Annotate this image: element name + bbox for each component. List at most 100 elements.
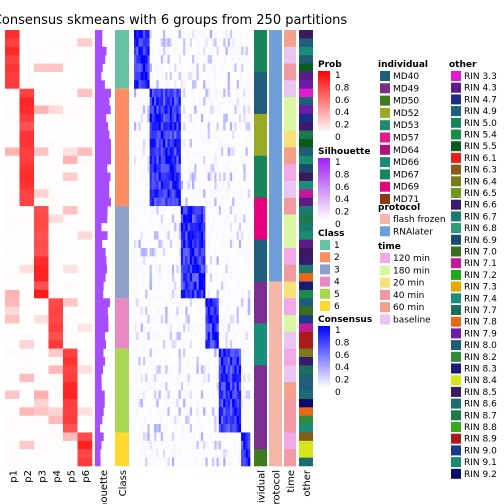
consensus-cell: [176, 298, 179, 307]
consensus-cell: [205, 164, 208, 173]
consensus-cell: [145, 248, 148, 257]
consensus-cell: [223, 440, 226, 450]
consensus-cell: [165, 424, 168, 433]
legend-tick-label: 0: [335, 133, 341, 143]
consensus-cell: [236, 122, 240, 131]
consensus-cell: [216, 105, 220, 115]
consensus-cell: [243, 407, 246, 416]
consensus-cell: [227, 323, 231, 333]
consensus-cell: [145, 147, 148, 157]
consensus-cell: [136, 289, 139, 299]
consensus-cell: [169, 80, 173, 89]
consensus-cell: [229, 80, 233, 89]
consensus-cell: [209, 398, 213, 408]
consensus-cell: [156, 38, 159, 48]
membership-cell: [77, 122, 93, 131]
individual-cell: [254, 97, 267, 106]
consensus-cell: [185, 88, 188, 98]
membership-cell: [48, 97, 64, 106]
consensus-matrix: [134, 30, 251, 467]
consensus-cell: [160, 38, 164, 48]
consensus-cell: [236, 231, 240, 240]
consensus-cell: [160, 71, 164, 81]
membership-cell: [48, 382, 64, 391]
consensus-cell: [214, 256, 217, 266]
consensus-cell: [171, 440, 175, 450]
consensus-cell: [189, 357, 193, 366]
consensus-cell: [223, 407, 226, 416]
membership-cell: [19, 340, 35, 349]
column-labels: p1 p2 p3 p4 p5 p6 Silhouette Class individual pro…: [8, 469, 313, 504]
consensus-cell: [238, 382, 242, 391]
consensus-cell: [134, 97, 137, 106]
consensus-cell: [225, 164, 228, 173]
consensus-cell: [203, 432, 206, 442]
consensus-cell: [205, 239, 208, 249]
consensus-cell: [167, 172, 170, 182]
membership-cell: [77, 340, 93, 349]
consensus-cell: [247, 440, 251, 450]
consensus-cell: [140, 206, 144, 215]
consensus-cell: [221, 365, 224, 375]
consensus-cell: [156, 365, 159, 375]
time-cell: [284, 357, 296, 366]
consensus-cell: [218, 407, 222, 416]
other-cell: [299, 97, 313, 106]
legend-swatch: [380, 226, 390, 237]
consensus-cell: [243, 239, 246, 249]
consensus-cell: [205, 130, 208, 140]
consensus-cell: [163, 155, 166, 165]
consensus-cell: [203, 398, 206, 408]
consensus-cell: [183, 273, 186, 282]
consensus-cell: [142, 415, 146, 425]
legend-label: RIN 8.0: [464, 341, 497, 351]
legend-label: baseline: [393, 316, 431, 326]
membership-cell: [34, 155, 49, 165]
consensus-cell: [176, 214, 179, 224]
consensus-cell: [147, 71, 150, 81]
consensus-cell: [140, 248, 144, 257]
consensus-cell: [174, 323, 177, 333]
consensus-cell: [247, 180, 251, 190]
consensus-cell: [147, 315, 150, 324]
consensus-cell: [205, 46, 208, 56]
consensus-cell: [136, 365, 139, 375]
consensus-cell: [194, 88, 197, 98]
class-block: [115, 206, 129, 299]
consensus-cell: [138, 130, 141, 140]
consensus-cell: [225, 281, 228, 291]
consensus-cell: [154, 390, 157, 400]
consensus-cell: [178, 273, 182, 282]
consensus-cell: [200, 323, 204, 333]
consensus-cell: [232, 348, 235, 358]
protocol-cell: [269, 206, 282, 215]
consensus-cell: [142, 155, 146, 165]
consensus-cell: [154, 298, 157, 307]
membership-cell: [63, 71, 78, 81]
consensus-cell: [234, 365, 237, 375]
consensus-cell: [198, 289, 202, 299]
consensus-cell: [140, 122, 144, 131]
consensus-cell: [245, 46, 249, 56]
consensus-cell: [171, 97, 175, 106]
consensus-cell: [142, 398, 146, 408]
consensus-cell: [203, 46, 206, 56]
other-cell: [299, 457, 313, 467]
consensus-cell: [229, 382, 233, 391]
consensus-cell: [140, 46, 144, 56]
consensus-cell: [236, 457, 240, 467]
consensus-cell: [185, 46, 188, 56]
consensus-cell: [196, 289, 199, 299]
consensus-cell: [227, 340, 231, 349]
consensus-cell: [183, 398, 186, 408]
consensus-cell: [223, 449, 226, 458]
consensus-cell: [167, 180, 170, 190]
consensus-cell: [187, 273, 191, 282]
consensus-cell: [180, 373, 184, 383]
consensus-cell: [187, 189, 191, 198]
consensus-cell: [174, 231, 177, 240]
consensus-cell: [140, 306, 144, 316]
consensus-cell: [136, 80, 139, 89]
individual-cell: [254, 348, 267, 358]
consensus-cell: [167, 30, 170, 39]
